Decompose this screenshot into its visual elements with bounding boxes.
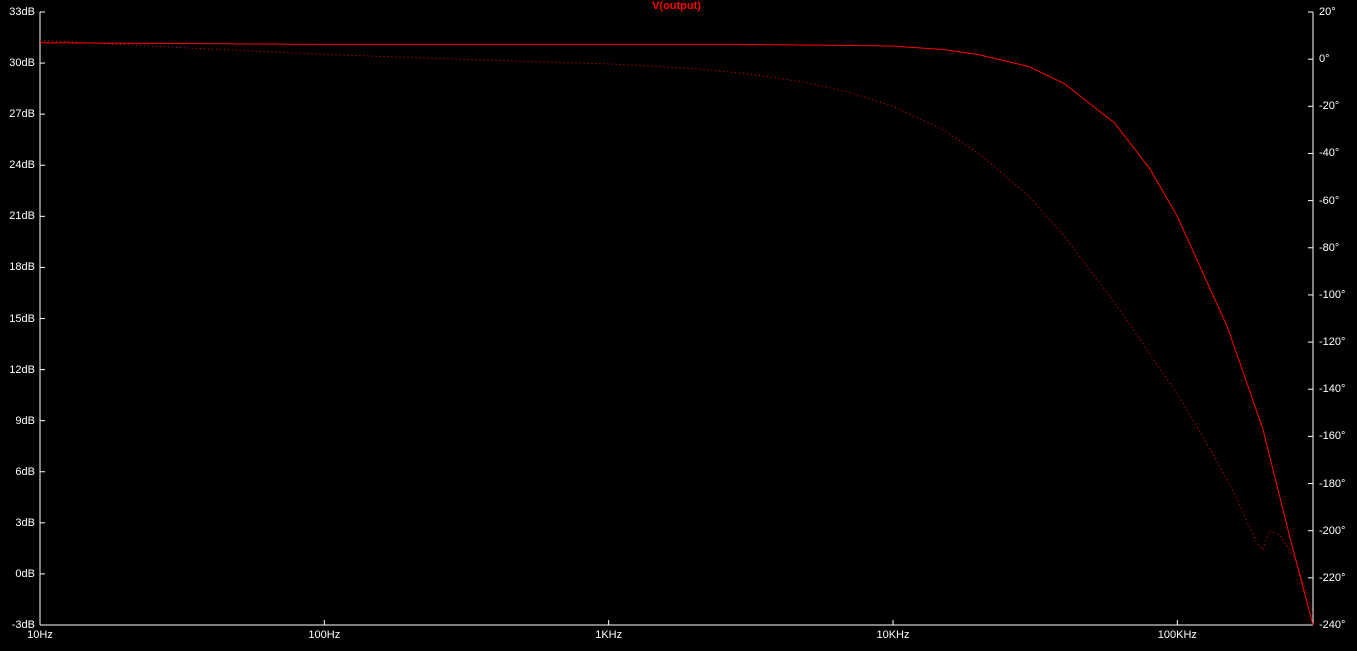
axis-tick-label: -180° bbox=[1319, 478, 1345, 490]
axis-tick-label: -100° bbox=[1319, 289, 1345, 301]
axis-tick-label: 24dB bbox=[0, 159, 35, 171]
axis-tick-label: -120° bbox=[1319, 336, 1345, 348]
axis-tick-label: 10Hz bbox=[27, 629, 53, 641]
axis-tick-label: 3dB bbox=[0, 517, 35, 529]
axis-tick-label: 12dB bbox=[0, 364, 35, 376]
legend-label: V(output) bbox=[652, 0, 701, 12]
axis-tick-label: 30dB bbox=[0, 57, 35, 69]
axis-tick-label: -40° bbox=[1319, 147, 1339, 159]
axis-tick-label: -160° bbox=[1319, 430, 1345, 442]
axis-tick-label: 9dB bbox=[0, 415, 35, 427]
axis-tick-label: 1KHz bbox=[595, 629, 622, 641]
axis-tick-label: -60° bbox=[1319, 195, 1339, 207]
axis-tick-label: 21dB bbox=[0, 210, 35, 222]
axis-tick-label: -200° bbox=[1319, 525, 1345, 537]
plot-canvas bbox=[0, 0, 1357, 651]
axis-tick-label: 27dB bbox=[0, 108, 35, 120]
axis-tick-label: -140° bbox=[1319, 383, 1345, 395]
bode-plot-chart: 33dB 30dB 27dB 24dB 21dB 18dB 15dB 12dB 9dB 6dB 3d… bbox=[0, 0, 1357, 651]
axis-tick-label: -80° bbox=[1319, 242, 1339, 254]
axis-tick-label: 18dB bbox=[0, 261, 35, 273]
axis-tick-label: 100KHz bbox=[1158, 629, 1197, 641]
axis-tick-label: -240° bbox=[1319, 619, 1345, 631]
axis-tick-label: 0° bbox=[1319, 53, 1330, 65]
axis-tick-label: 10KHz bbox=[876, 629, 909, 641]
axis-tick-label: 6dB bbox=[0, 466, 35, 478]
axis-tick-label: 33dB bbox=[0, 6, 35, 18]
axis-tick-label: 0dB bbox=[0, 568, 35, 580]
axis-tick-label: 20° bbox=[1319, 6, 1336, 18]
axis-tick-label: -220° bbox=[1319, 572, 1345, 584]
axis-tick-label: 100Hz bbox=[308, 629, 340, 641]
axis-tick-label: -20° bbox=[1319, 100, 1339, 112]
axis-tick-label: 15dB bbox=[0, 313, 35, 325]
